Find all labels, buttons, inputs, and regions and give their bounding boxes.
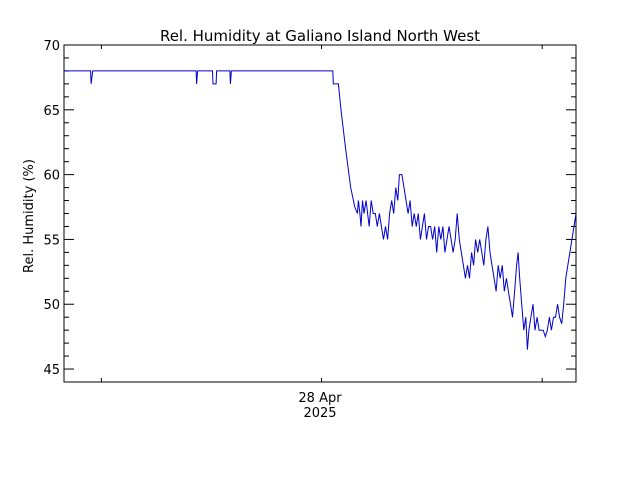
y-tick-label: 50 bbox=[43, 298, 60, 313]
x-axis bbox=[100, 45, 543, 382]
humidity-series-line bbox=[64, 70, 577, 350]
y-tick-label: 55 bbox=[43, 233, 60, 248]
y-tick-label: 60 bbox=[43, 169, 60, 184]
y-tick-label: 45 bbox=[43, 363, 60, 378]
y-tick-label: 70 bbox=[43, 39, 60, 54]
x-tick-label-date: 28 Apr bbox=[298, 391, 342, 406]
y-tick-label: 65 bbox=[43, 104, 60, 119]
x-tick-label-year: 2025 bbox=[303, 406, 336, 421]
plot-frame bbox=[63, 44, 577, 383]
y-axis: 45 50 55 60 65 70 bbox=[43, 39, 576, 378]
y-axis-label: Rel. Humidity (%) bbox=[22, 159, 37, 273]
chart-title: Rel. Humidity at Galiano Island North We… bbox=[160, 27, 480, 45]
